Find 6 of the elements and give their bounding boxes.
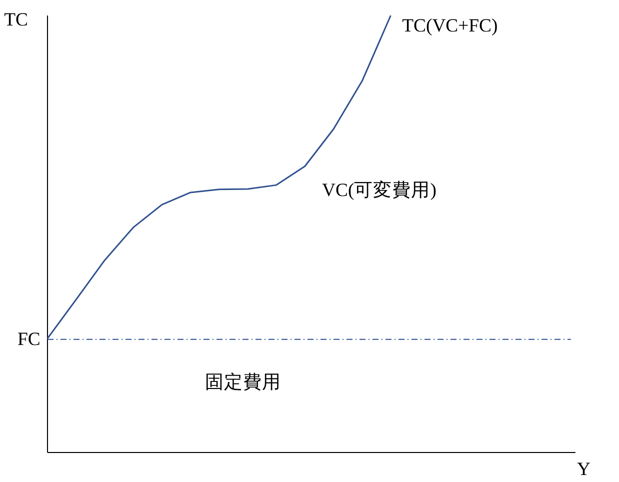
series-label: TC(VC+FC) [402,16,498,36]
x-axis-title: Y [577,459,590,480]
y-axis-title: TC [4,9,28,30]
annotation: 固定費用 [204,371,281,394]
ref-line-label: FC [18,328,40,350]
annotation: VC(可変費用) [322,178,436,201]
